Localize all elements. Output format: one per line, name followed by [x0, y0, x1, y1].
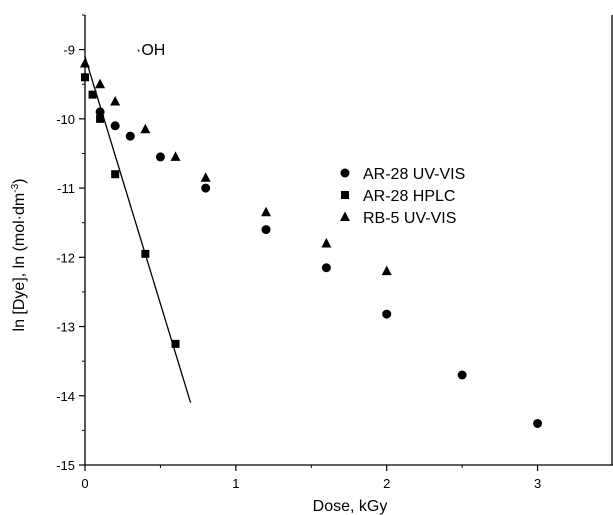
legend-triangle-marker	[340, 211, 350, 221]
legend-square-marker	[341, 191, 349, 199]
x-tick-label: 0	[81, 476, 88, 491]
square-data-point	[141, 249, 150, 258]
x-tick-label: 2	[383, 476, 390, 491]
triangle-data-point	[200, 172, 211, 182]
legend-circle-marker	[340, 168, 350, 178]
circle-data-point	[125, 131, 135, 141]
triangle-data-point	[140, 123, 151, 134]
triangle-data-point	[170, 151, 181, 161]
x-tick-label: 1	[232, 476, 239, 491]
square-data-point	[88, 90, 97, 99]
y-tick-label: -13	[56, 320, 75, 335]
triangle-data-point	[321, 237, 332, 248]
circle-data-point	[95, 107, 105, 117]
legend-label: RB-5 UV-VIS	[363, 210, 456, 227]
y-tick-label: -11	[57, 181, 75, 196]
triangle-data-point	[95, 78, 106, 89]
y-tick-label: -10	[56, 112, 75, 127]
circle-data-point	[533, 418, 543, 428]
legend-label: AR-28 UV-VIS	[363, 166, 465, 183]
y-axis-label: ln [Dye], ln (mol·dm-3)	[10, 179, 28, 332]
triangle-data-point	[381, 265, 392, 276]
y-tick-label: -15	[56, 458, 75, 473]
y-tick-label: -9	[63, 43, 75, 58]
triangle-data-point	[110, 96, 121, 106]
legend-label: AR-28 HPLC	[363, 188, 455, 205]
x-tick-label: 3	[534, 476, 541, 491]
plot-axes	[84, 15, 613, 466]
circle-data-point	[201, 183, 211, 193]
y-tick-label: -14	[56, 389, 75, 404]
x-axis-label: Dose, kGy	[313, 498, 388, 515]
axis-ticks: 0 1 2 3 -9 -10 -11 -12 -13 -14 -15	[56, 14, 541, 491]
circle-data-point	[261, 225, 271, 235]
oh-radical-annotation: ·OH	[136, 42, 165, 59]
square-data-point	[96, 114, 105, 123]
square-data-point	[171, 339, 180, 348]
circle-data-point	[110, 121, 120, 131]
y-axis-label-tail: )	[11, 179, 28, 184]
circle-data-point	[382, 309, 392, 319]
circle-data-point	[457, 370, 467, 380]
triangle-data-point	[80, 57, 90, 68]
y-axis-label-main: ln [Dye], ln (mol·dm	[11, 193, 28, 332]
data-points	[80, 57, 543, 428]
circle-data-point	[321, 263, 331, 273]
square-data-point	[81, 73, 89, 82]
square-data-point	[111, 170, 120, 179]
y-tick-label: -12	[56, 250, 75, 265]
y-axis-label-superscript: -3	[10, 183, 21, 192]
triangle-data-point	[261, 206, 272, 217]
legend: AR-28 UV-VIS AR-28 HPLC RB-5 UV-VIS	[340, 166, 465, 227]
circle-data-point	[155, 152, 165, 162]
